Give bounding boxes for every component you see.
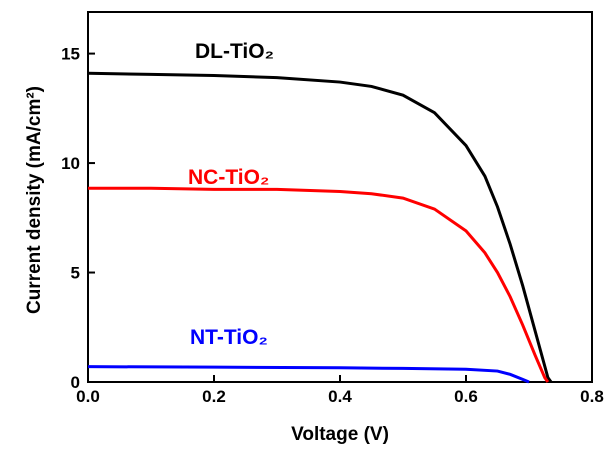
series-line xyxy=(87,365,530,384)
series-line xyxy=(87,71,553,383)
y-axis-title: Current density (mA/cm²) xyxy=(24,86,45,314)
plot-frame xyxy=(87,11,593,383)
y-tick-label: 15 xyxy=(61,45,80,64)
x-axis-title: Voltage (V) xyxy=(291,424,389,445)
series-label: NT-TiO₂ xyxy=(190,326,268,349)
x-tick-label: 0.6 xyxy=(454,387,478,406)
y-tick-label: 0 xyxy=(71,373,80,392)
x-tick-label: 0.4 xyxy=(328,387,352,406)
y-tick-label: 5 xyxy=(71,264,80,283)
x-tick-label: 0.2 xyxy=(202,387,226,406)
x-tick-label: 0.0 xyxy=(76,387,100,406)
x-tick-label: 0.8 xyxy=(580,387,604,406)
y-tick-label: 10 xyxy=(61,154,80,173)
series-line xyxy=(88,186,550,383)
series-label: NC-TiO₂ xyxy=(188,166,269,189)
series-label: DL-TiO₂ xyxy=(195,40,274,63)
